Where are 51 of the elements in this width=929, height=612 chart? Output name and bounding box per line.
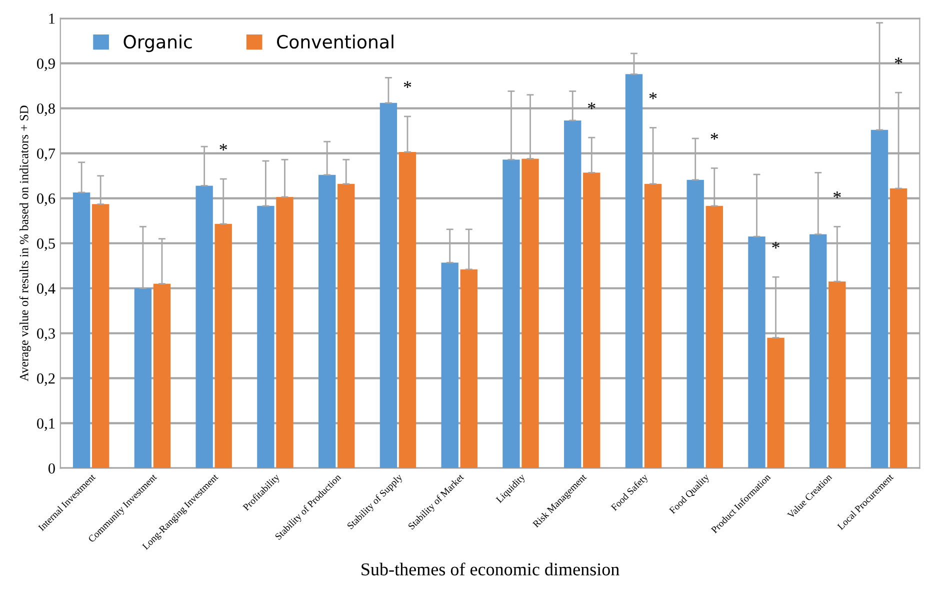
bar [276,196,294,468]
y-tick-label: 0,4 [37,283,56,296]
y-tick-label: 0,5 [37,238,55,251]
annotation: * [710,133,718,140]
bar [583,172,600,468]
y-tick-label: 1 [49,14,55,24]
y-tick-label: 0,9 [37,58,55,71]
annotation: * [404,81,412,88]
bar [522,158,539,468]
y-tick-label: 0,7 [37,148,56,161]
bar [686,180,704,468]
y-tick-label: 0,6 [37,193,56,206]
y-tick-label: 0,3 [37,328,55,341]
bar [196,186,213,468]
y-axis-title: Average value of results in % based on indicators + SD [19,106,31,382]
y-tick-label: 0,8 [37,103,55,116]
bar [338,184,355,468]
bar [564,120,582,468]
annotation: * [649,92,657,100]
bar [153,284,171,468]
bar [890,188,908,468]
bar [214,224,232,468]
bar [72,192,90,468]
annotation: * [834,192,841,198]
bar [380,102,398,468]
y-tick-label: 0,2 [37,373,55,386]
bar [644,184,662,468]
bar [92,204,110,468]
bar [441,262,458,468]
bar [502,160,520,468]
bar [625,74,643,468]
bar [828,282,846,468]
legend-label: Conventional [277,34,394,49]
x-axis-title: Sub-themes of economic dimension [362,562,620,576]
bar [398,152,416,468]
bar [706,206,723,468]
bar [870,130,888,468]
annotation: * [894,57,902,64]
bar [460,269,478,468]
annotation: * [772,242,780,249]
y-tick-label: 0 [48,463,55,474]
bar [318,174,336,468]
annotation: * [588,102,596,110]
bar [810,234,827,468]
annotation: * [220,144,227,150]
legend-label: Organic [124,34,192,52]
bar [134,288,152,468]
y-tick-label: 0,1 [37,418,55,431]
bar [767,338,784,468]
bar [257,206,274,468]
bar [748,236,766,468]
